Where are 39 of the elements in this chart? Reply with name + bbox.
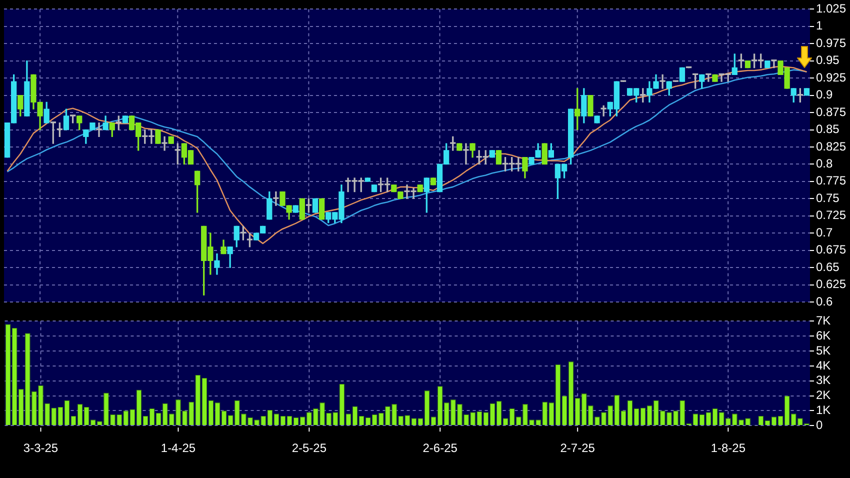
y-tick-label: 5K [816, 343, 831, 358]
candlestick [660, 74, 666, 89]
y-tick-label: 0.75 [816, 190, 840, 205]
y-tick-label: 0.825 [816, 139, 846, 154]
x-tick-label: 1-4-25 [160, 441, 196, 456]
candlestick [706, 73, 712, 82]
y-tick-label: 0.7 [816, 225, 834, 240]
y-tick-label: 0.625 [816, 277, 846, 292]
y-tick-label: 0 [816, 418, 823, 432]
candlestick [96, 122, 102, 137]
y-tick-label: 0.725 [816, 208, 846, 222]
y-tick-label: 0.9 [816, 88, 834, 102]
y-tick-label: 0.95 [816, 53, 840, 68]
y-tick-label: 0.675 [816, 242, 846, 257]
y-tick-label: 7K [816, 314, 831, 328]
y-tick-label: 3K [816, 373, 831, 388]
x-tick-label: 3-3-25 [23, 441, 58, 456]
y-tick-label: 0.875 [816, 104, 846, 119]
x-tick-label: 2-6-25 [422, 441, 458, 456]
y-tick-label: 0.975 [816, 36, 846, 50]
y-tick-label: 1.025 [816, 2, 846, 16]
y-tick-label: 0.85 [816, 122, 840, 136]
candlestick [162, 136, 168, 151]
x-tick-label: 2-5-25 [292, 441, 327, 456]
y-tick-label: 6K [816, 328, 831, 342]
y-tick-label: 0.775 [816, 174, 846, 188]
candlestick [463, 143, 469, 165]
y-tick-label: 0.8 [816, 156, 834, 171]
x-tick-label: 2-7-25 [560, 441, 596, 456]
y-tick-label: 0.65 [816, 260, 840, 274]
y-tick-label: 1 [816, 18, 823, 33]
y-tick-label: 4K [816, 358, 831, 372]
candlestick [771, 60, 777, 68]
y-tick-label: 0.925 [816, 70, 846, 84]
y-tick-label: 0.6 [816, 294, 834, 308]
y-tick-label: 2K [816, 388, 831, 402]
y-tick-label: 1K [816, 403, 831, 417]
candlestick [273, 191, 279, 206]
x-tick-label: 1-8-25 [710, 441, 746, 456]
